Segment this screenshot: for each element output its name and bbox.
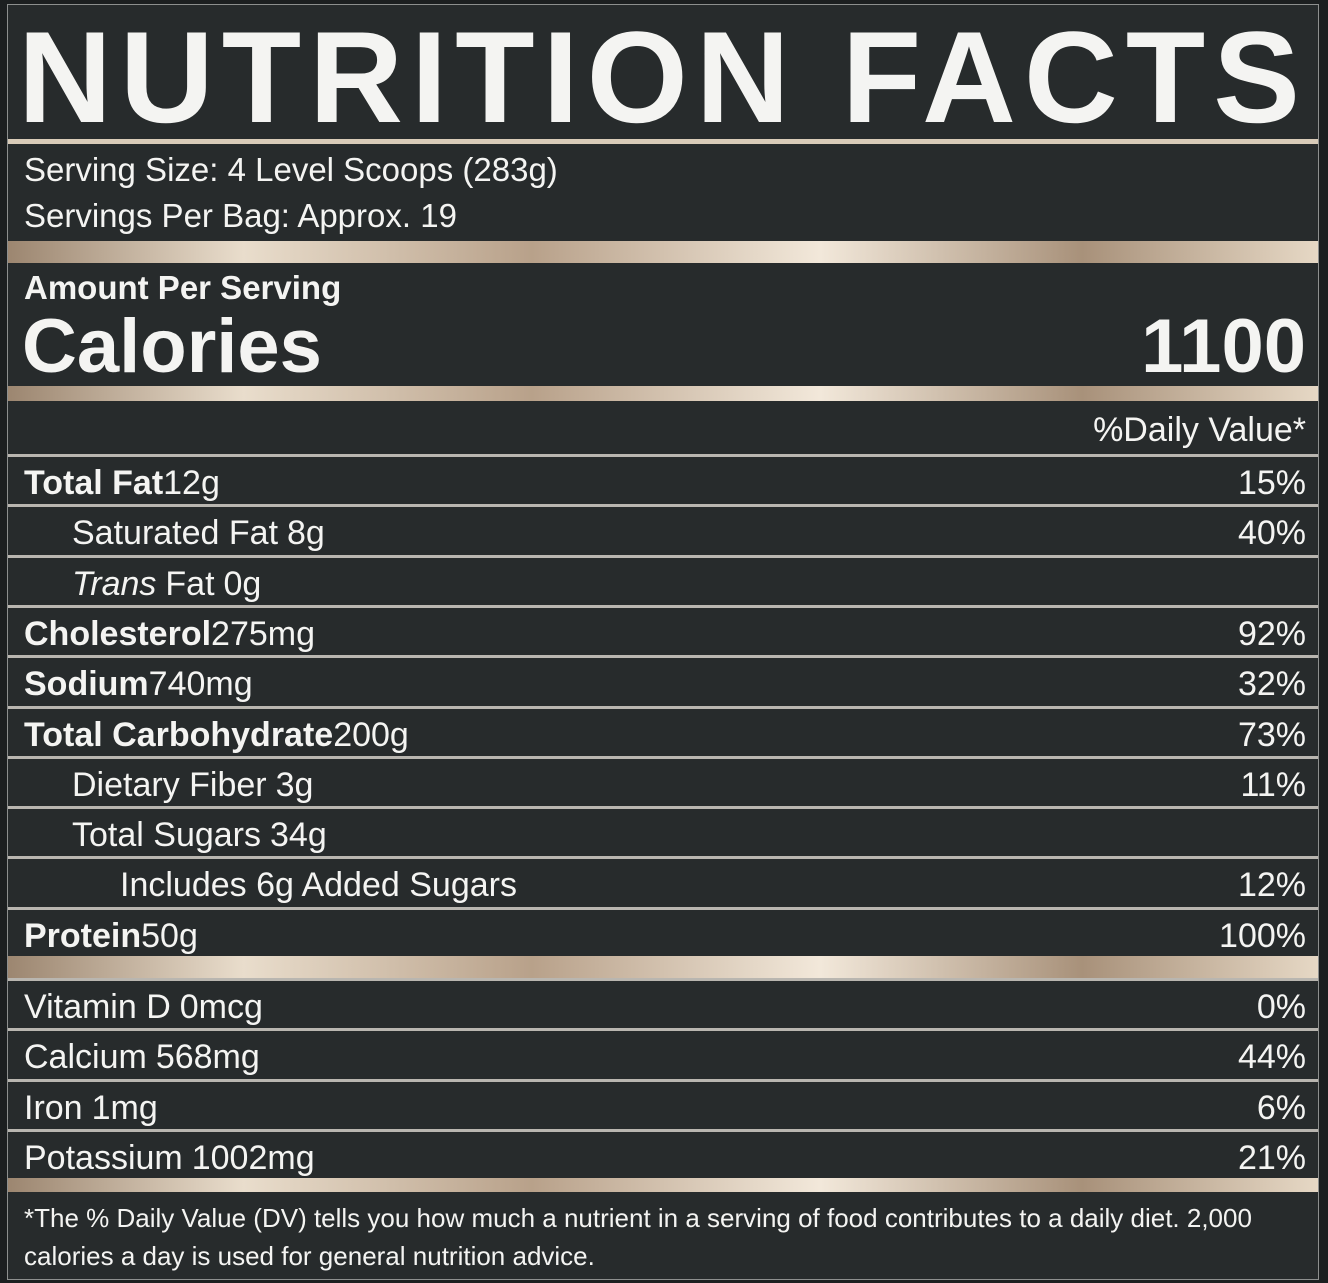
nutrient-name-text: Total Sugars	[72, 816, 261, 855]
divider	[8, 386, 1318, 401]
daily-value: 12%	[1237, 866, 1306, 905]
nutrient-name: Trans Fat 0g	[72, 558, 261, 610]
nutrient-name-italic: Trans	[72, 564, 157, 603]
nutrient-amount: 1002mg	[191, 1138, 315, 1177]
nutrient-row: Total Fat12g 15%	[8, 457, 1318, 507]
nutrient-name-text: Fat	[165, 564, 215, 603]
daily-value: 6%	[1256, 1088, 1306, 1127]
serving-size: Serving Size: 4 Level Scoops (283g)	[24, 151, 558, 188]
nutrient-name-text: Dietary Fiber	[72, 765, 267, 804]
nutrient-name-text: Total Fat	[24, 464, 164, 502]
daily-value-header: %Daily Value*	[1093, 411, 1306, 449]
divider	[8, 139, 1318, 144]
nutrient-name: Total Carbohydrate200g	[24, 709, 409, 761]
row-divider	[8, 755, 1318, 759]
divider	[8, 956, 1318, 978]
nutrient-amount: 740mg	[148, 665, 253, 704]
nutrient-amount: 275mg	[211, 614, 316, 653]
nutrient-name-text: Cholesterol	[24, 614, 212, 653]
nutrient-name-text: Includes 6g Added Sugars	[120, 866, 517, 905]
nutrient-name: Cholesterol275mg	[24, 608, 315, 660]
row-divider	[8, 554, 1318, 558]
nutrient-row: Sodium740mg 32%	[8, 658, 1318, 708]
nutrient-amount: 0mcg	[179, 988, 263, 1026]
nutrient-name: Protein50g	[24, 910, 198, 962]
nutrient-name: Vitamin D 0mcg	[24, 981, 263, 1033]
daily-value: 15%	[1237, 464, 1306, 502]
nutrient-name: Total Sugars 34g	[72, 809, 327, 861]
nutrient-amount: 0g	[223, 564, 262, 603]
amount-label: Amount Per Serving	[24, 269, 342, 306]
nutrient-row: Cholesterol275mg 92%	[8, 608, 1318, 658]
nutrient-name-text: Vitamin D	[24, 988, 171, 1026]
divider	[8, 1178, 1318, 1192]
nutrient-amount: 200g	[333, 715, 409, 754]
vitamin-row: Vitamin D 0mcg 0%	[8, 981, 1318, 1031]
vitamin-row: Iron 1mg 6%	[8, 1082, 1318, 1132]
row-divider	[8, 604, 1318, 608]
nutrition-label: NUTRITION FACTS Serving Size: 4 Level Sc…	[7, 4, 1319, 1280]
nutrient-name: Calcium 568mg	[24, 1031, 260, 1083]
row-divider	[8, 856, 1318, 860]
nutrient-row: Includes 6g Added Sugars 12%	[8, 859, 1318, 909]
nutrient-name-text: Iron	[24, 1088, 83, 1127]
servings-per-bag: Servings Per Bag: Approx. 19	[24, 197, 457, 234]
nutrient-amount: 8g	[287, 514, 325, 553]
row-divider	[8, 1128, 1318, 1132]
row-divider	[8, 1078, 1318, 1082]
nutrient-name-text: Sodium	[24, 665, 149, 704]
nutrient-amount: 50g	[141, 916, 198, 955]
nutrient-name-text: Saturated Fat	[72, 514, 279, 553]
nutrient-name: Includes 6g Added Sugars	[120, 859, 517, 911]
row-divider	[8, 1028, 1318, 1032]
title: NUTRITION FACTS	[18, 4, 1308, 150]
nutrient-name-text: Potassium	[24, 1138, 183, 1177]
daily-value: 100%	[1219, 916, 1306, 955]
row-divider	[8, 806, 1318, 810]
nutrient-amount: 1mg	[91, 1088, 158, 1127]
nutrient-name-text: Calcium	[24, 1038, 147, 1077]
nutrient-row: Trans Fat 0g	[8, 558, 1318, 608]
divider	[8, 241, 1318, 263]
vitamin-row: Potassium 1002mg 21%	[8, 1132, 1318, 1182]
footnote: *The % Daily Value (DV) tells you how mu…	[24, 1203, 1252, 1271]
daily-value: 32%	[1237, 665, 1306, 704]
vitamin-row: Calcium 568mg 44%	[8, 1031, 1318, 1081]
calories-value: 1100	[1141, 304, 1306, 389]
row-divider	[8, 906, 1318, 910]
nutrient-row: Total Carbohydrate200g 73%	[8, 709, 1318, 759]
nutrient-name: Saturated Fat 8g	[72, 507, 325, 559]
row-divider	[8, 978, 1318, 981]
row-divider	[8, 454, 1318, 457]
nutrient-name-text: Protein	[24, 916, 142, 955]
nutrient-amount: 34g	[270, 816, 327, 855]
nutrient-name: Iron 1mg	[24, 1082, 158, 1134]
nutrient-name: Total Fat12g	[24, 457, 220, 509]
daily-value: 44%	[1237, 1038, 1306, 1077]
nutrient-name: Sodium740mg	[24, 658, 253, 710]
daily-value: 0%	[1256, 988, 1306, 1026]
nutrient-name: Dietary Fiber 3g	[72, 759, 313, 811]
nutrient-name: Potassium 1002mg	[24, 1132, 315, 1184]
daily-value: 73%	[1237, 715, 1306, 754]
nutrient-amount: 12g	[163, 464, 220, 502]
daily-value: 11%	[1240, 765, 1306, 804]
nutrient-row: Saturated Fat 8g 40%	[8, 507, 1318, 557]
row-divider	[8, 504, 1318, 508]
row-divider	[8, 655, 1318, 659]
nutrient-row: Dietary Fiber 3g 11%	[8, 759, 1318, 809]
nutrient-name-text: Total Carbohydrate	[24, 715, 334, 754]
daily-value: 21%	[1237, 1138, 1306, 1177]
nutrient-row: Protein50g 100%	[8, 910, 1318, 960]
nutrient-amount: 3g	[275, 765, 314, 804]
daily-value: 40%	[1237, 514, 1306, 553]
row-divider	[8, 705, 1318, 709]
nutrient-row: Total Sugars 34g	[8, 809, 1318, 859]
daily-value: 92%	[1237, 614, 1306, 653]
nutrient-amount: 568mg	[155, 1038, 260, 1077]
calories-label: Calories	[22, 304, 322, 389]
